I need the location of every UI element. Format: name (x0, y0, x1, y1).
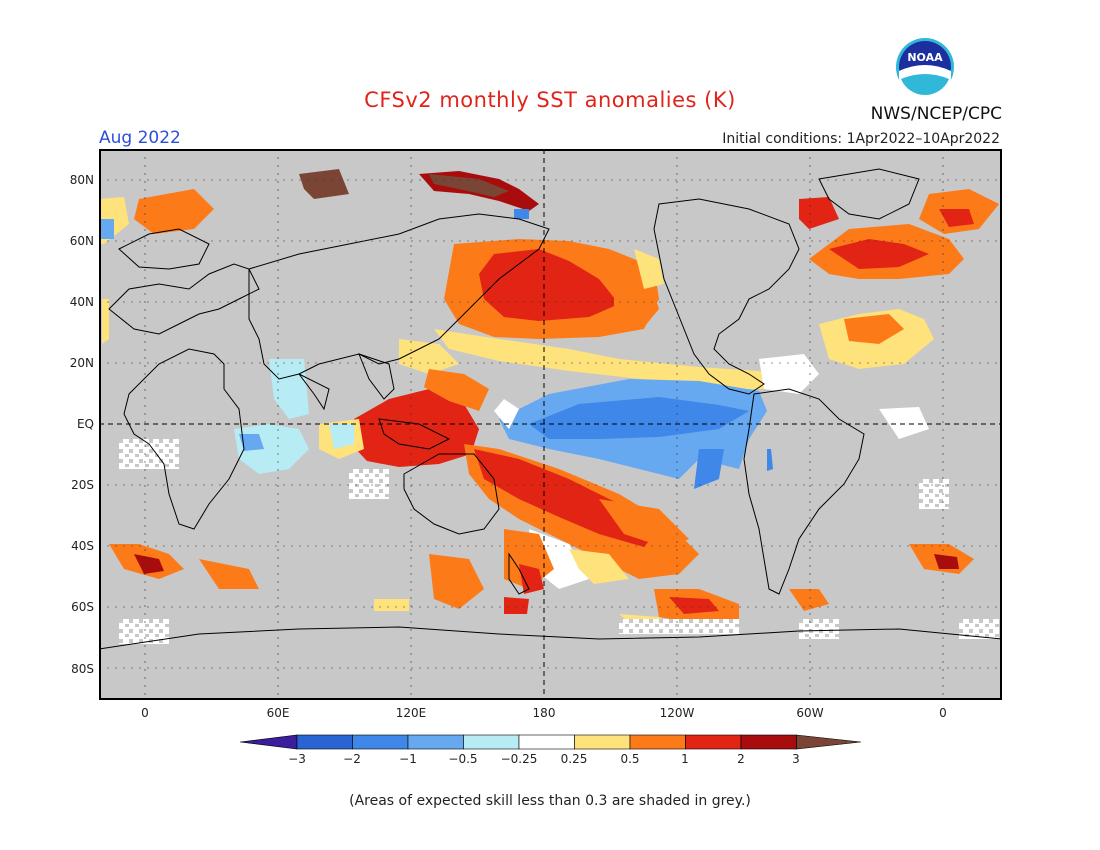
colorbar-label: 3 (792, 752, 800, 766)
latlon-grid (99, 149, 1002, 700)
lat-label-eq: EQ (76, 417, 94, 431)
lat-label-60n: 60N (69, 234, 94, 248)
lon-label-60e: 60E (266, 706, 290, 720)
colorbar-bin (518, 734, 575, 750)
noaa-logo: NOAA (895, 37, 955, 103)
colorbar-bin (685, 734, 742, 750)
lon-label-180: 180 (532, 706, 556, 720)
map-title: CFSv2 monthly SST anomalies (K) (364, 88, 736, 112)
lat-label-60s: 60S (71, 600, 94, 614)
colorbar-label: 0.5 (620, 752, 640, 766)
colorbar (239, 734, 862, 750)
colorbar-label: 2 (737, 752, 745, 766)
colorbar-label: −2 (343, 752, 361, 766)
lat-label-20s: 20S (71, 478, 94, 492)
lat-label-80n: 80N (69, 173, 94, 187)
lat-label-40s: 40S (71, 539, 94, 553)
colorbar-label: 1 (681, 752, 689, 766)
colorbar-bin (352, 734, 409, 750)
skill-footnote: (Areas of expected skill less than 0.3 a… (349, 793, 751, 809)
lat-label-80s: 80S (71, 662, 94, 676)
colorbar-label: −0.25 (500, 752, 538, 766)
colorbar-label: −1 (399, 752, 417, 766)
lon-label-60w: 60W (796, 706, 824, 720)
colorbar-bin (796, 734, 862, 750)
colorbar-bin (740, 734, 797, 750)
lon-label-120e: 120E (395, 706, 427, 720)
coastlines (98, 168, 1003, 650)
colorbar-bin (239, 734, 298, 750)
colorbar-bin (463, 734, 520, 750)
forecast-month: Aug 2022 (99, 128, 181, 148)
lon-label-0: 0 (141, 706, 149, 720)
colorbar-bin (629, 734, 686, 750)
colorbar-label: 0.25 (560, 752, 588, 766)
colorbar-bin (574, 734, 631, 750)
lat-label-40n: 40N (69, 295, 94, 309)
colorbar-bin (296, 734, 353, 750)
initial-conditions: Initial conditions: 1Apr2022–10Apr2022 (722, 131, 1000, 147)
map-frame (99, 149, 1002, 700)
agency-label: NWS/NCEP/CPC (870, 104, 1002, 124)
colorbar-bin (407, 734, 464, 750)
colorbar-label: −0.5 (448, 752, 478, 766)
sst-anomaly-map (98, 149, 1003, 700)
equator-dateline (99, 149, 1002, 700)
lon-label-0-east: 0 (939, 706, 947, 720)
colorbar-label: −3 (288, 752, 306, 766)
lon-label-120w: 120W (659, 706, 695, 720)
logo-text: NOAA (907, 51, 943, 64)
lat-label-20n: 20N (69, 356, 94, 370)
